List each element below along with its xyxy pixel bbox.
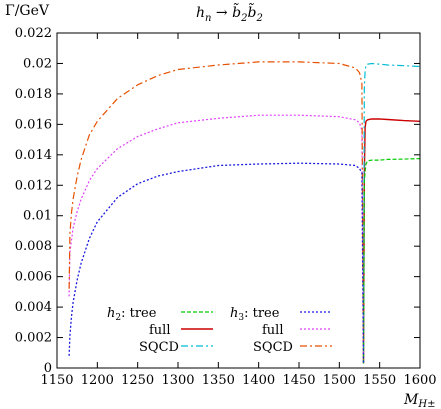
legend-h3-tree-label: h3: tree <box>230 306 280 323</box>
x-title-sub: H± <box>417 399 435 409</box>
y-tick-label: 0.018 <box>15 87 52 102</box>
x-tick-label: 1400 <box>242 373 275 388</box>
legend-h2-suffix: : tree <box>121 306 157 321</box>
title-sub-n: n <box>205 13 211 24</box>
y-tick-label: 0.004 <box>15 300 52 315</box>
x-tick-label: 1150 <box>40 373 73 388</box>
y-tick-label: 0.022 <box>15 26 52 41</box>
title-b1: b̃ <box>232 2 241 21</box>
title-b2: b̃ <box>247 2 256 21</box>
legend: h2: tree full SQCD h3: tree full SQCD <box>107 306 332 355</box>
y-tick-label: 0 <box>44 361 52 376</box>
plot-frame <box>56 32 421 369</box>
legend-h3-sqcd-label: SQCD <box>253 340 293 355</box>
y-tick-label: 0.002 <box>15 331 52 346</box>
title-sub-2: 2 <box>255 13 262 24</box>
legend-h2-tree-label: h2: tree <box>107 306 157 323</box>
x-tick-label: 1300 <box>161 373 194 388</box>
x-axis: 1150 1200 1250 1300 1350 1400 1450 1500 1550 1600 <box>40 33 437 388</box>
y-tick-label: 0.02 <box>23 56 52 71</box>
series-line-h2-full <box>362 118 421 364</box>
y-tick-label: 0.012 <box>15 178 52 193</box>
series-line-h2-h2-tree <box>362 158 421 364</box>
title-h: h <box>196 5 205 21</box>
x-tick-label: 1200 <box>81 373 114 388</box>
legend-h3-h: h <box>230 306 238 321</box>
legend-h3-sub: 3 <box>238 313 244 323</box>
x-tick-label: 1450 <box>282 373 315 388</box>
y-tick-label: 0.008 <box>15 239 52 254</box>
legend-h2-sub: 2 <box>115 313 121 323</box>
x-tick-label: 1250 <box>121 373 154 388</box>
title-sub-1: 2 <box>240 13 247 24</box>
y-tick-label: 0.01 <box>23 209 52 224</box>
y-tick-label: 0.006 <box>15 270 52 285</box>
x-tick-label: 1600 <box>403 373 436 388</box>
legend-h2-h: h <box>107 306 115 321</box>
series-line-h3-sqcd <box>68 61 365 364</box>
chart-title: hn → b̃2b̃2 <box>196 2 263 24</box>
series-line-h2-sqcd <box>362 62 421 364</box>
y-tick-label: 0.014 <box>15 148 52 163</box>
legend-h2-sqcd-label: SQCD <box>139 340 179 355</box>
series-layer <box>68 61 421 364</box>
x-tick-label: 1350 <box>202 373 235 388</box>
legend-h3-suffix: : tree <box>244 306 280 321</box>
x-axis-title: MH± <box>403 392 435 409</box>
legend-swatches <box>181 311 332 347</box>
x-tick-label: 1550 <box>363 373 396 388</box>
x-title-main: M <box>403 392 419 408</box>
legend-h2-full-label: full <box>149 323 171 338</box>
y-axis: 0 0.002 0.004 0.006 0.008 0.01 0.012 0.014 0.016… <box>15 26 420 376</box>
legend-h3-full-label: full <box>262 323 284 338</box>
series-line-h3-h3-tree <box>68 162 365 364</box>
x-tick-label: 1500 <box>323 373 356 388</box>
y-tick-label: 0.016 <box>15 117 52 132</box>
y-axis-title: Γ/GeV <box>5 3 50 19</box>
title-arrow: → <box>211 5 232 21</box>
series-line-h3-full <box>68 114 365 364</box>
